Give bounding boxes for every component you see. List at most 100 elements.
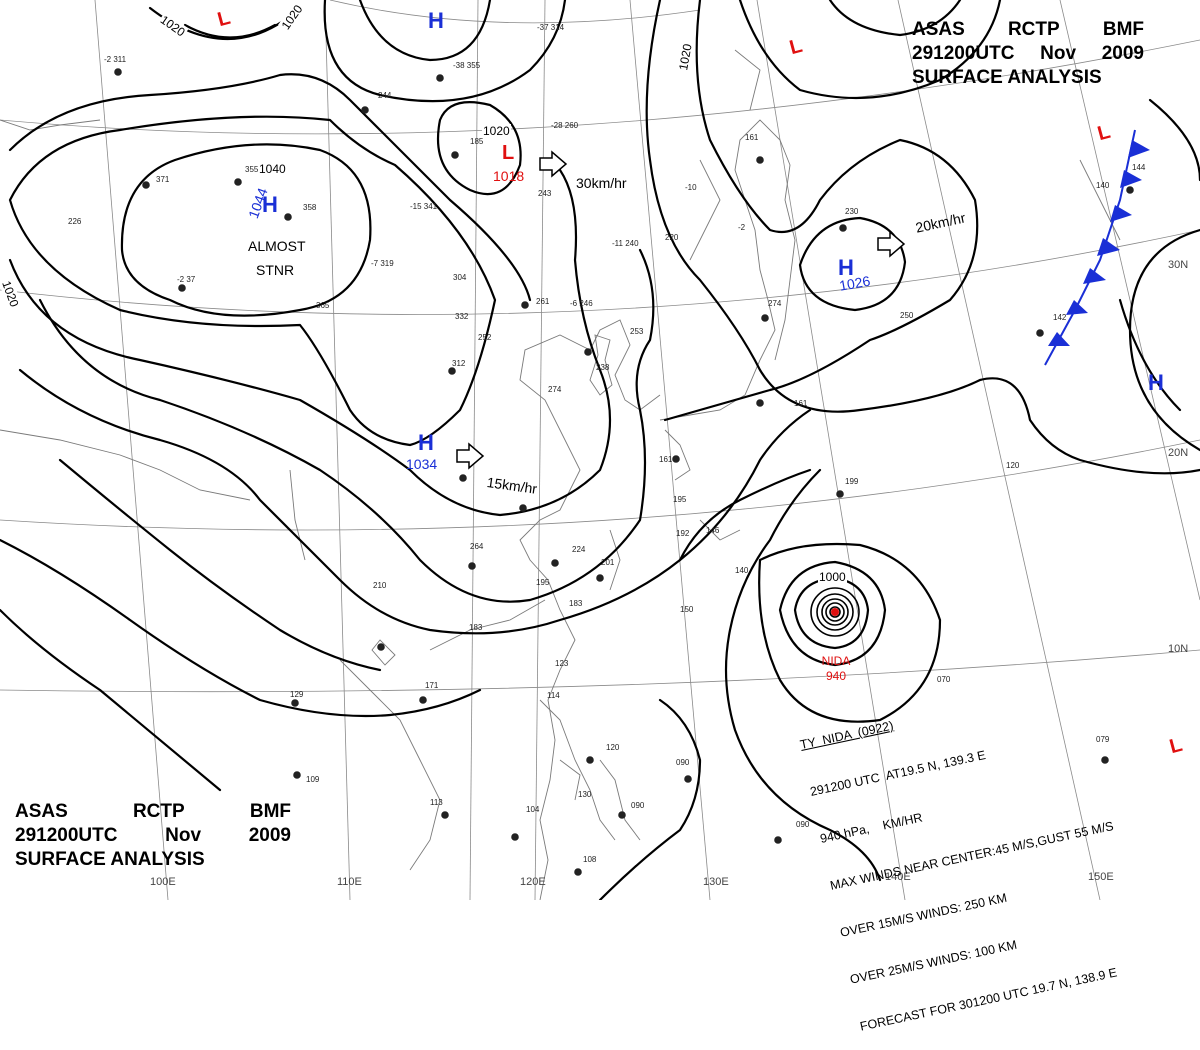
weather-map: -2 311 371 226 355 358 244 -38 355 185 -37 314… (0, 0, 1200, 900)
svg-text:123: 123 (555, 659, 569, 668)
svg-text:171: 171 (425, 681, 439, 690)
svg-text:274: 274 (548, 385, 562, 394)
svg-text:201: 201 (601, 558, 615, 567)
svg-text:230: 230 (845, 207, 859, 216)
typhoon-name: NIDA (821, 654, 851, 668)
svg-text:199: 199 (845, 477, 859, 486)
high-siberia-motion2: STNR (256, 262, 295, 278)
svg-text:104: 104 (526, 805, 540, 814)
svg-text:120: 120 (1006, 461, 1020, 470)
header-product: SURFACE ANALYSIS (15, 849, 205, 870)
svg-text:-15 341: -15 341 (410, 202, 438, 211)
header-month: Nov (1040, 43, 1077, 64)
typhoon-label: NIDA 940 (818, 654, 854, 684)
high-east-china-pressure: 1034 (406, 456, 438, 472)
svg-text:250: 250 (900, 311, 914, 320)
header-office: RCTP (1007, 19, 1060, 40)
svg-text:224: 224 (572, 545, 586, 554)
svg-text:183: 183 (569, 599, 583, 608)
lon-label: 130E (703, 876, 729, 888)
header-agency: ASAS (15, 801, 68, 822)
svg-text:185: 185 (470, 137, 484, 146)
svg-text:252: 252 (478, 333, 492, 342)
svg-text:120: 120 (606, 743, 620, 752)
svg-text:-2: -2 (738, 223, 746, 232)
low-mongolia-pressure: 1018 (493, 168, 525, 184)
svg-text:150: 150 (680, 605, 694, 614)
svg-text:274: 274 (768, 299, 782, 308)
svg-text:371: 371 (156, 175, 170, 184)
header-source: BMF (249, 801, 291, 822)
svg-text:243: 243 (538, 189, 552, 198)
lon-label: 150E (1088, 871, 1114, 883)
header-top-right: ASAS RCTP BMF 291200UTC Nov 2009 SURFACE… (912, 18, 1144, 90)
svg-text:113: 113 (430, 798, 443, 807)
parallel-lines (0, 0, 1200, 693)
svg-text:244: 244 (378, 91, 392, 100)
high-east-symbol: H (1148, 370, 1164, 395)
svg-text:261: 261 (536, 297, 550, 306)
lon-label: 120E (520, 876, 546, 888)
header-year: 2009 (1101, 43, 1144, 64)
svg-text:192: 192 (676, 529, 690, 538)
lon-label: 100E (150, 876, 176, 888)
lon-label: 140E (885, 871, 911, 883)
lat-label: 30N (1168, 259, 1188, 271)
svg-text:312: 312 (452, 359, 466, 368)
svg-text:109: 109 (306, 775, 320, 784)
high-siberia-motion: ALMOST (248, 238, 306, 254)
svg-text:140: 140 (735, 566, 749, 575)
header-agency: ASAS (912, 19, 965, 40)
svg-text:210: 210 (373, 581, 387, 590)
svg-text:-10: -10 (685, 183, 697, 192)
svg-text:332: 332 (455, 312, 469, 321)
typhoon-center-marker (831, 608, 839, 616)
svg-text:161: 161 (659, 455, 673, 464)
svg-text:090: 090 (631, 801, 645, 810)
header-month: Nov (165, 825, 202, 846)
header-product: SURFACE ANALYSIS (912, 67, 1102, 88)
header-year: 2009 (248, 825, 291, 846)
svg-text:226: 226 (68, 217, 82, 226)
svg-text:070: 070 (937, 675, 951, 684)
typhoon-rings (810, 587, 860, 637)
svg-text:090: 090 (796, 820, 810, 829)
svg-text:195: 195 (673, 495, 687, 504)
lat-label: 10N (1168, 643, 1188, 655)
svg-text:-11 240: -11 240 (612, 239, 639, 248)
svg-text:220: 220 (665, 233, 679, 242)
isobars (0, 0, 1200, 900)
cold-front (1044, 129, 1150, 366)
svg-text:253: 253 (630, 327, 644, 336)
isobar-label: 1020 (482, 124, 511, 138)
svg-text:090: 090 (676, 758, 690, 767)
high-east-china-symbol: H (418, 430, 434, 455)
high-japan-symbol: H (838, 255, 854, 280)
svg-text:-6 246: -6 246 (570, 299, 593, 308)
low-mongolia-symbol: L (502, 142, 515, 164)
motion-arrows (456, 150, 906, 470)
isobar-label: 1000 (818, 570, 847, 584)
svg-text:146: 146 (706, 526, 720, 535)
typhoon-pressure: 940 (825, 669, 847, 683)
svg-text:144: 144 (1132, 163, 1146, 172)
svg-text:140: 140 (1096, 181, 1110, 190)
station-markers (114, 68, 1134, 876)
svg-text:-2 37: -2 37 (177, 275, 196, 284)
high-north-symbol: H (428, 8, 444, 33)
svg-text:183: 183 (469, 623, 483, 632)
header-datetime: 291200UTC (15, 825, 118, 846)
svg-text:142: 142 (1053, 313, 1067, 322)
svg-text:-37 314: -37 314 (537, 23, 565, 32)
svg-text:130: 130 (578, 790, 592, 799)
svg-text:079: 079 (1096, 735, 1110, 744)
isobar-label: 1040 (258, 162, 287, 176)
svg-text:238: 238 (596, 363, 610, 372)
svg-text:129: 129 (290, 690, 304, 699)
header-datetime: 291200UTC (912, 43, 1015, 64)
svg-text:304: 304 (453, 273, 467, 282)
svg-text:114: 114 (547, 691, 560, 700)
station-plot-numbers: -2 311 371 226 355 358 244 -38 355 185 -37 314… (68, 23, 1146, 864)
svg-text:161: 161 (745, 133, 759, 142)
header-bottom-left: ASAS RCTP BMF 291200UTC Nov 2009 SURFACE… (15, 800, 291, 872)
